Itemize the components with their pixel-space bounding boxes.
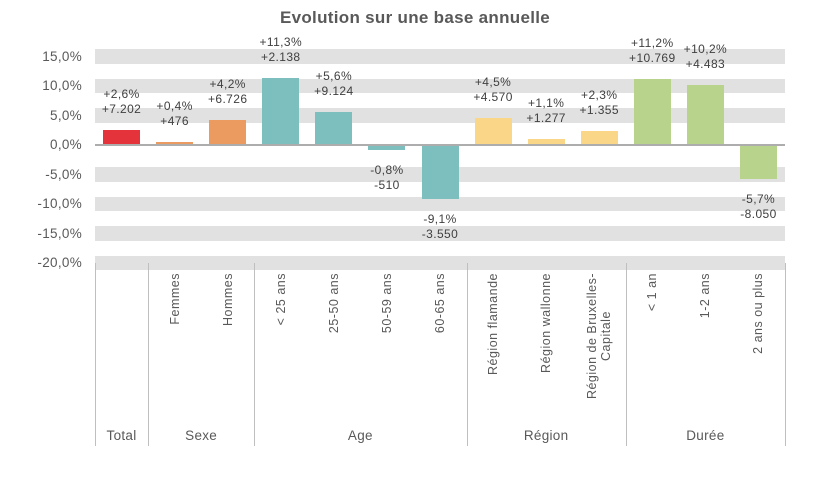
y-tick-label: -5,0% <box>45 166 82 182</box>
category-label: 25-50 ans <box>326 273 341 334</box>
group-separator <box>625 263 627 446</box>
bar-abs-value: +9.124 <box>314 83 354 98</box>
bar-pct-value: +5,6% <box>315 68 353 83</box>
bar-abs-value: +2.138 <box>261 50 301 65</box>
group-separator <box>254 263 256 446</box>
bar-50-59-ans <box>368 146 406 150</box>
bar-abs-value: +1.355 <box>579 103 619 118</box>
bar-hommes <box>209 120 247 144</box>
bar-value-label: +11,2% +10.769 <box>629 36 676 66</box>
bar-pct-value: -9,1% <box>423 211 457 226</box>
bar-abs-value: +6.726 <box>207 92 248 107</box>
bar-pct-value: +11,2% <box>631 35 674 50</box>
bar-abs-value: +1.277 <box>526 110 566 125</box>
bar-pct-value: +4,2% <box>209 77 246 92</box>
bar-2-ans-ou-plus <box>739 146 777 179</box>
category-label: 50-59 ans <box>379 273 394 334</box>
y-tick-label: 15,0% <box>42 48 82 64</box>
grid-stripe <box>95 226 785 241</box>
bar-value-label: +0,4% +476 <box>156 99 192 129</box>
bar-value-label: +4,2% +6.726 <box>208 77 247 107</box>
y-tick-label: -15,0% <box>37 225 82 241</box>
bar-value-label: +11,3% +2.138 <box>259 35 302 65</box>
bar-abs-value: +7.202 <box>101 101 142 116</box>
group-label-age: Age <box>347 428 373 443</box>
group-separator <box>785 263 786 446</box>
bar-r-gion-flamande <box>474 118 512 144</box>
category-label: Femmes <box>167 273 182 325</box>
group-separator <box>466 263 468 446</box>
grid-stripe <box>95 78 785 94</box>
chart-title: Evolution sur une base annuelle <box>279 8 551 27</box>
bar-pct-value: -0,8% <box>370 162 404 177</box>
group-label-dur-e: Durée <box>686 428 725 443</box>
category-label: Région flamande <box>486 273 501 376</box>
bar-abs-value: +4.570 <box>473 90 513 105</box>
bar--1-an <box>633 78 671 144</box>
y-tick-label: 0,0% <box>50 137 82 152</box>
category-label: 1-2 ans <box>698 273 713 319</box>
bar-value-label: +2,6% +7.202 <box>102 87 141 117</box>
bar-abs-value: -510 <box>374 177 400 192</box>
y-tick-label: -20,0% <box>37 255 82 270</box>
category-label: 2 ans ou plus <box>751 273 766 354</box>
category-label: < 25 ans <box>273 273 288 326</box>
bar-pct-value: +2,3% <box>581 88 618 103</box>
bar-abs-value: +10.769 <box>629 50 676 65</box>
bar-value-label: +4,5% +4.570 <box>473 75 512 105</box>
bar-pct-value: +4,5% <box>474 75 512 90</box>
bar-total <box>103 129 141 144</box>
y-tick-label: 10,0% <box>42 78 82 93</box>
group-separator <box>95 263 96 446</box>
bar-abs-value: -8.050 <box>740 206 777 221</box>
bar-pct-value: +10,2% <box>683 41 728 56</box>
bar-value-label: +10,2% +4.483 <box>684 42 727 72</box>
bar-pct-value: +2,6% <box>103 86 140 101</box>
bar-abs-value: -3.550 <box>421 226 459 241</box>
bar-femmes <box>156 142 194 144</box>
bar-abs-value: +476 <box>160 114 189 128</box>
category-label: Région wallonne <box>539 273 554 373</box>
bar-value-label: +1,1% +1.277 <box>526 96 565 126</box>
zero-axis-line <box>95 144 785 146</box>
bar-r-gion-de-bruxelles-capitale <box>580 131 618 144</box>
grid-stripe <box>95 108 785 123</box>
bar-25-50-ans <box>315 111 353 144</box>
bar-1-2-ans <box>686 84 724 144</box>
bar-r-gion-wallonne <box>527 138 565 144</box>
grid-stripe <box>95 255 785 271</box>
category-label: Hommes <box>220 273 235 327</box>
category-label: 60-65 ans <box>433 273 447 334</box>
bar-pct-value: +1,1% <box>527 95 565 110</box>
bar-pct-value: +0,4% <box>156 99 193 113</box>
bar-value-label: -9,1% -3.550 <box>422 212 458 242</box>
y-tick-label: -10,0% <box>37 196 82 211</box>
bar-value-label: -5,7% -8.050 <box>740 192 776 222</box>
group-label-r-gion: Région <box>523 428 569 443</box>
grid-stripe <box>95 196 785 212</box>
bar--25-ans <box>262 78 300 144</box>
bar-pct-value: -5,7% <box>741 191 776 206</box>
category-label: < 1 an <box>645 273 660 312</box>
bar-value-label: +5,6% +9.124 <box>314 69 353 99</box>
group-label-total: Total <box>106 428 137 443</box>
grid-stripe <box>95 49 785 64</box>
bar-value-label: -0,8% -510 <box>370 163 403 193</box>
bar-abs-value: +4.483 <box>685 56 726 71</box>
bar-60-65-ans <box>421 146 459 199</box>
bar-pct-value: +11,3% <box>259 35 303 50</box>
group-separator <box>148 263 150 446</box>
bar-value-label: +2,3% +1.355 <box>580 88 619 118</box>
y-tick-label: 5,0% <box>50 107 82 123</box>
category-label: Région de Bruxelles- Capitale <box>585 273 614 400</box>
group-label-sexe: Sexe <box>185 428 218 443</box>
